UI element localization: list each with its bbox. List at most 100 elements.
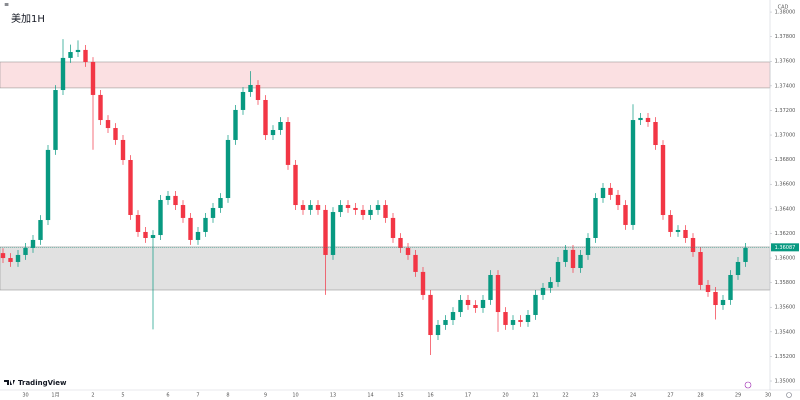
- candle-body: [240, 91, 246, 110]
- candle-body: [428, 294, 433, 336]
- candle: [465, 295, 471, 310]
- candle: [683, 225, 688, 243]
- candle-body: [135, 214, 141, 232]
- candle-body: [203, 217, 208, 232]
- candle-body: [38, 220, 43, 240]
- candle: [398, 233, 403, 253]
- candle: [660, 140, 666, 220]
- axes: 1.35000 1.35200 1.35400 1.35600 1.35800 1.360…: [0, 10, 799, 399]
- brand-name: TradingView: [18, 379, 67, 387]
- candle: [555, 257, 561, 287]
- candle: [428, 290, 433, 355]
- candle-body: [698, 252, 703, 285]
- candle-body: [390, 217, 396, 238]
- candle-body: [30, 239, 36, 248]
- candle: [255, 80, 261, 105]
- candle: [120, 135, 126, 165]
- candle: [645, 113, 651, 127]
- candle-body: [8, 258, 13, 262]
- candle-body: [578, 254, 583, 268]
- candle: [135, 210, 141, 237]
- candle-body: [165, 195, 171, 200]
- candle-body: [180, 205, 186, 218]
- y-tick-label: 1.35400: [775, 329, 796, 335]
- menu-icon[interactable]: ≡: [4, 2, 9, 9]
- candle: [68, 44, 73, 63]
- x-tick-label: 21: [532, 393, 538, 399]
- candle-body: [285, 122, 291, 165]
- candle: [578, 250, 583, 273]
- x-tick-label: 10: [292, 393, 298, 399]
- candle: [45, 145, 51, 225]
- candle-body: [300, 205, 306, 210]
- candle-body: [75, 49, 81, 53]
- y-tick-label: 1.37200: [775, 108, 796, 114]
- candle-body: [90, 61, 96, 95]
- candle: [165, 191, 171, 205]
- candle: [30, 235, 36, 253]
- candle: [600, 183, 606, 203]
- candle: [83, 45, 88, 67]
- candle: [480, 295, 486, 313]
- x-tick-label: 27: [667, 393, 673, 399]
- candle-body: [323, 209, 328, 255]
- candle-body: [563, 249, 568, 262]
- y-tick-label: 1.37400: [775, 83, 796, 89]
- candle: [413, 250, 418, 277]
- candle: [615, 190, 621, 210]
- x-tick-label: 15: [397, 393, 403, 399]
- candle: [503, 307, 508, 330]
- candle-body: [158, 199, 163, 236]
- candle: [390, 213, 396, 243]
- candle-body: [375, 205, 381, 210]
- candle-body: [653, 122, 658, 146]
- candle: [248, 71, 253, 97]
- candle-body: [150, 235, 156, 238]
- candle: [270, 125, 276, 140]
- candle-body: [465, 299, 471, 306]
- candle-body: [473, 305, 478, 308]
- candle: [203, 213, 208, 237]
- candle-body: [113, 128, 118, 140]
- candle-body: [413, 254, 418, 272]
- y-tick-label: 1.36400: [775, 206, 796, 212]
- candle-body: [660, 145, 666, 215]
- currency-label: CAD: [778, 5, 789, 11]
- candle: [300, 200, 306, 215]
- candle-body: [270, 130, 276, 136]
- y-tick-label: 1.35800: [775, 280, 796, 286]
- candle: [195, 227, 201, 245]
- candle: [210, 203, 216, 223]
- candle-body: [555, 261, 561, 283]
- candle-body: [345, 205, 351, 208]
- candle: [75, 40, 81, 57]
- candle: [218, 193, 223, 213]
- brand-icon: [4, 380, 15, 385]
- zones: [0, 61, 771, 291]
- candle-body: [495, 275, 501, 313]
- candle: [188, 213, 193, 245]
- candle-body: [315, 205, 321, 210]
- candle-body: [278, 122, 283, 130]
- candle: [720, 295, 726, 310]
- candle-body: [690, 237, 696, 253]
- candle-body: [630, 120, 636, 225]
- candle: [473, 300, 478, 313]
- candle: [180, 200, 186, 223]
- candle-body: [128, 160, 133, 215]
- candle: [525, 310, 531, 327]
- candle-body: [728, 275, 733, 300]
- candle: [728, 270, 733, 305]
- candle-body: [503, 312, 508, 325]
- candle-body: [570, 249, 576, 268]
- settings-icon[interactable]: [786, 392, 792, 398]
- events-icon[interactable]: [744, 381, 752, 389]
- candle: [653, 117, 658, 150]
- x-tick-label: 24: [630, 393, 636, 399]
- x-tick-label: 6: [166, 393, 169, 399]
- candle: [420, 267, 426, 300]
- candle-body: [330, 212, 336, 255]
- candle: [128, 155, 133, 220]
- candle-body: [735, 261, 741, 276]
